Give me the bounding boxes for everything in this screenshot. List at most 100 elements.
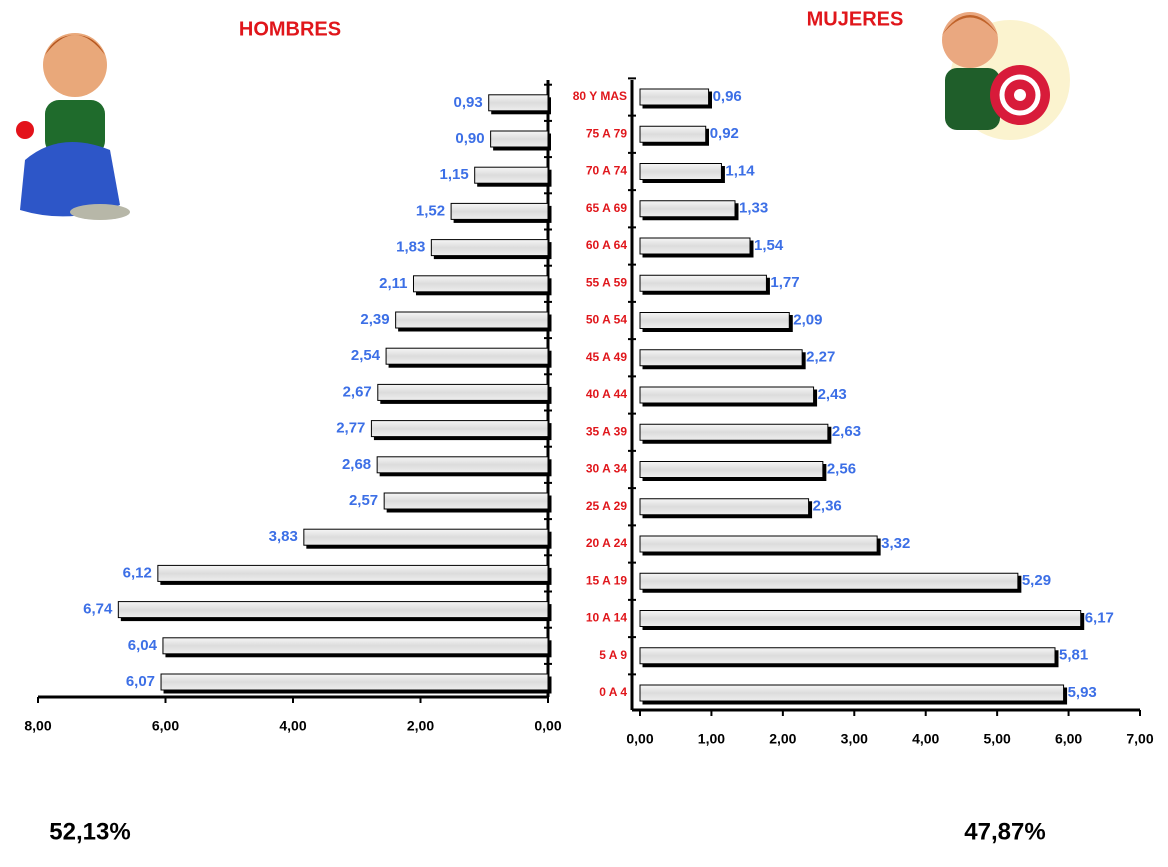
bar	[451, 203, 548, 219]
category-label: 55 A 59	[586, 275, 627, 289]
x-tick-label: 4,00	[279, 718, 306, 734]
category-label: 50 A 54	[586, 313, 627, 327]
category-label: 35 A 39	[586, 424, 627, 438]
data-label: 2,56	[827, 460, 856, 477]
data-label: 2,27	[806, 349, 835, 366]
x-tick-label: 8,00	[24, 718, 51, 734]
bar	[386, 348, 548, 364]
category-label: 20 A 24	[586, 536, 627, 550]
bar	[163, 638, 548, 654]
x-tick-label: 7,00	[1126, 731, 1153, 747]
bar	[640, 685, 1064, 701]
category-label: 5 A 9	[599, 648, 627, 662]
data-label: 5,81	[1059, 647, 1088, 664]
bar	[640, 499, 809, 515]
bar	[640, 536, 877, 552]
data-label: 1,33	[739, 200, 768, 217]
bar	[377, 457, 548, 473]
bar	[371, 421, 548, 437]
x-tick-label: 2,00	[407, 718, 434, 734]
x-tick-label: 0,00	[626, 731, 653, 747]
bar	[640, 89, 709, 105]
category-label: 15 A 19	[586, 573, 627, 587]
category-label: 65 A 69	[586, 201, 627, 215]
bar	[640, 126, 706, 142]
category-label: 40 A 44	[586, 387, 627, 401]
bar	[640, 350, 802, 366]
data-label: 2,43	[818, 386, 847, 403]
chart: HOMBRES MUJERES 52,13% 47,87% 8,006,004,…	[0, 0, 1168, 867]
category-label: 30 A 34	[586, 462, 627, 476]
bar	[640, 611, 1081, 627]
chart-title: MUJERES	[807, 8, 904, 30]
data-label: 2,09	[793, 311, 822, 328]
category-label: 0 A 4	[599, 685, 627, 699]
bar	[640, 313, 789, 329]
bar	[640, 238, 750, 254]
data-label: 6,07	[126, 673, 155, 690]
data-label: 5,29	[1022, 572, 1051, 589]
bar	[640, 462, 823, 478]
data-label: 3,83	[269, 528, 298, 545]
data-label: 5,93	[1068, 684, 1097, 701]
bar	[640, 201, 735, 217]
bar	[378, 384, 548, 400]
data-label: 1,14	[725, 162, 755, 179]
chart-title: HOMBRES	[239, 18, 341, 40]
category-label: 45 A 49	[586, 350, 627, 364]
bar	[158, 565, 548, 581]
data-label: 6,12	[123, 564, 152, 581]
data-label: 0,93	[454, 94, 483, 111]
data-label: 2,63	[832, 423, 861, 440]
x-tick-label: 1,00	[698, 731, 725, 747]
bar	[489, 95, 548, 111]
bar	[640, 387, 814, 403]
data-label: 2,11	[379, 275, 407, 292]
data-label: 1,54	[754, 237, 784, 254]
bar	[431, 240, 548, 256]
data-label: 2,36	[813, 498, 842, 515]
data-label: 6,74	[83, 601, 113, 618]
x-tick-label: 0,00	[534, 718, 561, 734]
bar	[640, 648, 1055, 664]
bar	[384, 493, 548, 509]
category-label: 75 A 79	[586, 126, 627, 140]
x-tick-label: 5,00	[984, 731, 1011, 747]
data-label: 0,90	[455, 130, 484, 147]
data-label: 0,96	[713, 88, 742, 105]
bar	[118, 602, 548, 618]
data-label: 2,67	[343, 383, 372, 400]
category-label: 80 Y MAS	[573, 89, 627, 103]
total-label: 52,13%	[49, 818, 130, 845]
data-label: 2,77	[336, 420, 365, 437]
bar	[304, 529, 548, 545]
x-tick-label: 6,00	[1055, 731, 1082, 747]
bar	[640, 573, 1018, 589]
category-label: 60 A 64	[586, 238, 627, 252]
data-label: 3,32	[881, 535, 910, 552]
data-label: 1,15	[439, 166, 468, 183]
bar	[475, 167, 548, 183]
bar	[640, 275, 766, 291]
x-tick-label: 4,00	[912, 731, 939, 747]
clipart-boy	[16, 33, 130, 220]
data-label: 2,39	[360, 311, 389, 328]
data-label: 1,77	[770, 274, 799, 291]
data-label: 0,92	[710, 125, 739, 142]
bar	[396, 312, 548, 328]
data-label: 2,57	[349, 492, 378, 509]
x-tick-label: 6,00	[152, 718, 179, 734]
bar	[640, 424, 828, 440]
bar	[161, 674, 548, 690]
clipart-girl	[942, 12, 1070, 140]
bar	[491, 131, 548, 147]
data-label: 6,17	[1085, 609, 1114, 626]
bar	[413, 276, 548, 292]
data-label: 2,68	[342, 456, 371, 473]
data-label: 1,52	[416, 202, 445, 219]
x-tick-label: 3,00	[841, 731, 868, 747]
data-label: 6,04	[128, 637, 158, 654]
data-label: 1,83	[396, 239, 425, 256]
category-label: 70 A 74	[586, 164, 627, 178]
bar	[640, 164, 721, 180]
